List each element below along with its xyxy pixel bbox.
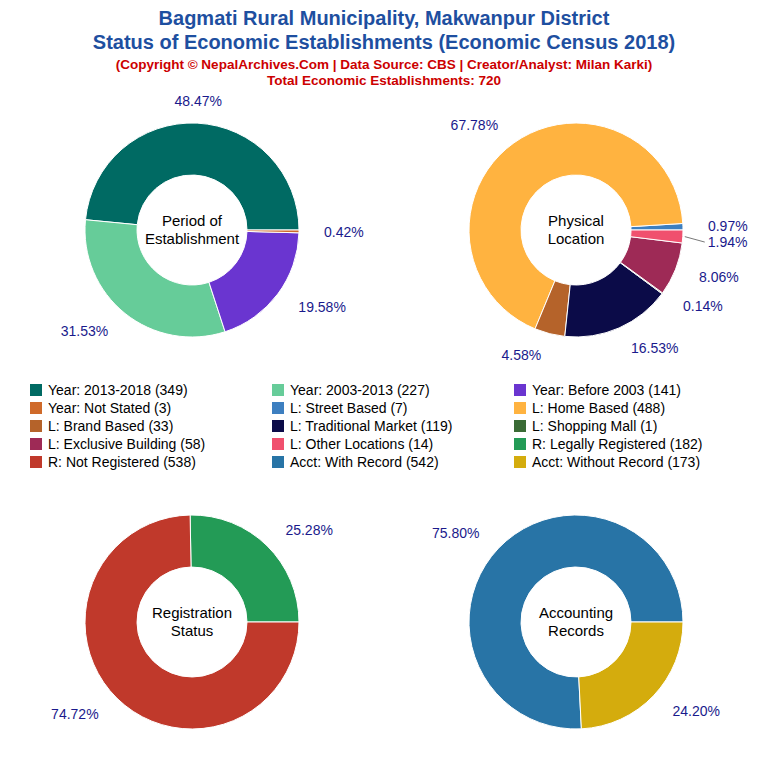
svg-text:25.28%: 25.28% — [285, 522, 332, 538]
svg-text:75.80%: 75.80% — [432, 525, 479, 541]
html-text:Acct: Without Record (173): Acct: Without Record (173) — [532, 454, 701, 470]
html-text:Acct: With Record (542): Acct: With Record (542) — [290, 454, 439, 470]
html-text:Year: Before 2003 (141): Year: Before 2003 (141) — [532, 382, 681, 398]
svg-text:48.47%: 48.47% — [174, 93, 221, 109]
svg-text:0.42%: 0.42% — [324, 224, 364, 240]
html-text:Accounting Records: Accounting Records — [538, 604, 614, 639]
svg-text:8.06%: 8.06% — [699, 269, 739, 285]
svg-text:67.78%: 67.78% — [451, 117, 498, 133]
html-text:Total Economic Establishments:: Total Economic Establishments: 720 — [267, 73, 501, 88]
html-text:Physical Location: Physical Location — [547, 212, 605, 247]
html-text:R: Not Registered (538): R: Not Registered (538) — [48, 454, 196, 470]
html-text:Year: 2013-2018 (349): Year: 2013-2018 (349) — [48, 382, 188, 398]
svg-text:74.72%: 74.72% — [51, 706, 98, 722]
html-text:L: Traditional Market (119): L: Traditional Market (119) — [290, 418, 453, 434]
html-text:(Copyright © NepalArchives.Com: (Copyright © NepalArchives.Com | Data So… — [115, 57, 653, 72]
svg-text:31.53%: 31.53% — [61, 323, 108, 339]
svg-text:19.58%: 19.58% — [298, 299, 345, 315]
html-text:Year: 2003-2013 (227): Year: 2003-2013 (227) — [290, 382, 430, 398]
html-text:Registration Status: Registration Status — [152, 604, 232, 639]
html-text:L: Other Locations (14): L: Other Locations (14) — [290, 436, 434, 452]
html-text:L: Brand Based (33): L: Brand Based (33) — [48, 418, 174, 434]
html-text:Bagmati Rural Municipality, Ma: Bagmati Rural Municipality, Makwanpur Di… — [158, 7, 610, 29]
html-text:Year: Not Stated (3): Year: Not Stated (3) — [48, 400, 172, 416]
html-text:L: Street Based (7): L: Street Based (7) — [290, 400, 408, 416]
svg-text:1.94%: 1.94% — [708, 234, 748, 250]
html-text:Status of Economic Establishme: Status of Economic Establishments (Econo… — [92, 31, 676, 53]
html-text:Period of Establishment: Period of Establishment — [144, 212, 240, 247]
svg-text:4.58%: 4.58% — [502, 347, 542, 363]
svg-text:0.14%: 0.14% — [683, 298, 723, 314]
svg-text:16.53%: 16.53% — [631, 340, 678, 356]
html-text:L: Home Based (488): L: Home Based (488) — [532, 400, 666, 416]
svg-text:24.20%: 24.20% — [672, 703, 719, 719]
html-text:L: Exclusive Building (58): L: Exclusive Building (58) — [48, 436, 206, 452]
html-text:R: Legally Registered (182): R: Legally Registered (182) — [532, 436, 703, 452]
html-text:L: Shopping Mall (1): L: Shopping Mall (1) — [532, 418, 658, 434]
svg-text:0.97%: 0.97% — [708, 218, 748, 234]
